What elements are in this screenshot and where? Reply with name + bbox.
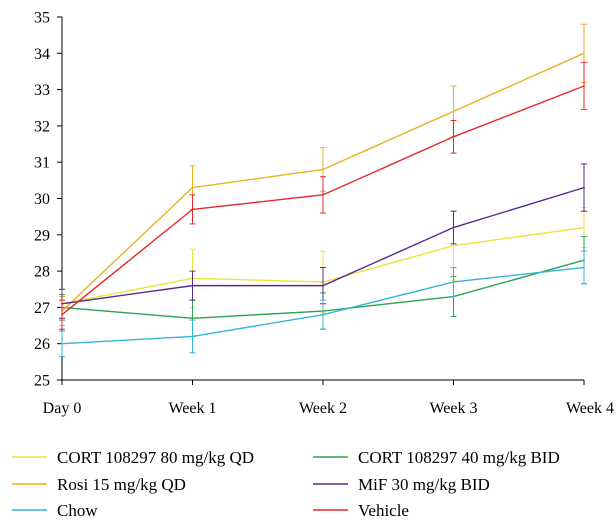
legend-label: CORT 108297 80 mg/kg QD: [57, 448, 254, 467]
y-tick-label: 25: [34, 373, 50, 390]
x-tick-label: Day 0: [43, 400, 82, 417]
y-tick-label: 27: [34, 300, 50, 317]
data-point: [322, 168, 324, 171]
series-group: [59, 250, 587, 357]
y-tick-label: 26: [34, 336, 50, 353]
data-point: [583, 226, 585, 229]
data-point: [191, 335, 194, 338]
legend-label: CORT 108297 40 mg/kg BID: [358, 448, 560, 467]
data-point: [322, 284, 324, 287]
legend-label: Vehicle: [358, 501, 409, 520]
data-point: [452, 226, 455, 229]
x-tick-label: Week 4: [566, 400, 614, 417]
x-axis-ticks: Day 0 Week 1 Week 2 Week 3 Week 4: [43, 380, 614, 417]
y-axis-ticks: 25 26 27 28 29 30 31 32 33 34 35: [34, 10, 62, 390]
data-point: [452, 135, 455, 138]
data-point: [452, 244, 455, 247]
legend-item: CORT 108297 40 mg/kg BID: [313, 448, 560, 467]
data-point: [583, 186, 585, 189]
y-tick-label: 33: [34, 82, 50, 99]
data-point: [452, 281, 455, 283]
legend-label: Chow: [57, 501, 98, 520]
data-point: [583, 266, 585, 269]
data-point: [61, 342, 63, 345]
x-tick-label: Week 3: [429, 400, 477, 417]
legend-label: MiF 30 mg/kg BID: [358, 475, 490, 494]
y-tick-label: 31: [34, 155, 50, 172]
legend-item: Vehicle: [313, 501, 409, 520]
legend: CORT 108297 80 mg/kg QD CORT 108297 40 mg…: [12, 448, 560, 520]
data-point: [322, 193, 324, 196]
y-tick-label: 29: [34, 227, 50, 244]
y-tick-label: 30: [34, 191, 50, 208]
legend-label: Rosi 15 mg/kg QD: [57, 475, 186, 494]
x-tick-label: Week 2: [299, 400, 347, 417]
y-tick-label: 35: [34, 10, 50, 27]
data-point: [191, 186, 194, 189]
data-point: [61, 313, 63, 316]
series-layer: [59, 23, 587, 357]
data-point: [452, 110, 455, 113]
data-point: [322, 313, 324, 316]
data-point: [583, 52, 585, 55]
data-point: [191, 317, 194, 320]
y-tick-label: 28: [34, 264, 50, 281]
series-group: [59, 61, 587, 330]
legend-item: CORT 108297 80 mg/kg QD: [12, 448, 254, 467]
legend-item: Chow: [12, 501, 98, 520]
x-tick-label: Week 1: [168, 400, 216, 417]
data-point: [583, 85, 585, 87]
legend-item: Rosi 15 mg/kg QD: [12, 475, 186, 494]
y-tick-label: 32: [34, 118, 50, 135]
data-point: [191, 208, 194, 211]
data-point: [191, 284, 194, 287]
legend-item: MiF 30 mg/kg BID: [313, 475, 490, 494]
y-tick-label: 34: [34, 46, 50, 63]
